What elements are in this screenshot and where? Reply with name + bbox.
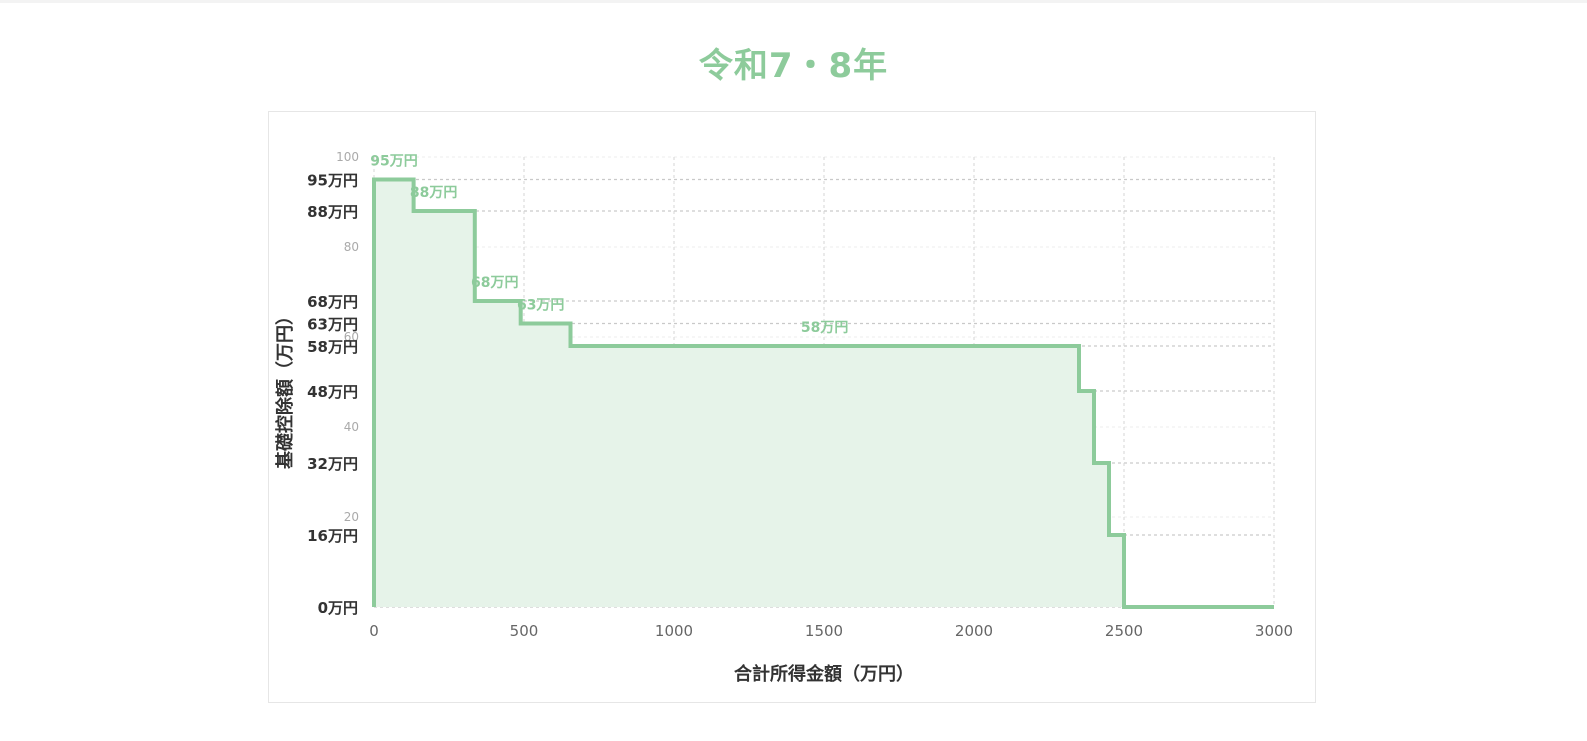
- area-fill: [374, 179, 1274, 607]
- step-line: [372, 177, 1274, 609]
- step-value-label: 95万円: [370, 154, 417, 170]
- y-level-label: 63万円: [307, 316, 358, 334]
- y-minor-tick-label: 80: [344, 240, 359, 254]
- y-level-label: 68万円: [307, 293, 358, 311]
- step-value-label: 88万円: [410, 185, 457, 201]
- y-axis-title: 基礎控除額（万円）: [274, 307, 296, 470]
- page-title: 令和7・8年: [698, 46, 889, 86]
- y-level-label: 48万円: [307, 383, 358, 401]
- y-level-label: 0万円: [318, 599, 358, 617]
- step-line-path: [372, 177, 1274, 609]
- y-level-label: 32万円: [307, 455, 358, 473]
- top-border: [0, 0, 1587, 3]
- x-tick-label: 2500: [1105, 622, 1143, 640]
- step-annotations: 95万円 88万円 68万円 63万円 58万円: [370, 154, 848, 337]
- x-tick-label: 1500: [805, 622, 843, 640]
- x-tick-label: 0: [369, 622, 379, 640]
- y-minor-tick-label: 60: [344, 330, 359, 344]
- x-axis-title: 合計所得金額（万円）: [734, 663, 914, 685]
- y-level-label: 16万円: [307, 527, 358, 545]
- x-tick-label: 3000: [1255, 622, 1293, 640]
- step-value-label: 58万円: [801, 320, 848, 336]
- y-minor-tick-label: 100: [336, 150, 359, 164]
- y-minor-tick-label: 40: [344, 420, 359, 434]
- y-level-label: 88万円: [307, 203, 358, 221]
- step-value-label: 63万円: [517, 298, 564, 314]
- x-tick-label: 500: [510, 622, 539, 640]
- y-axis-ticks: 20 40 60 80 100 95万円 88万円 68万円 63万円 58万円 48万円 32万円 1…: [307, 150, 359, 617]
- x-tick-label: 1000: [655, 622, 693, 640]
- y-level-label: 58万円: [307, 338, 358, 356]
- x-tick-label: 2000: [955, 622, 993, 640]
- step-value-label: 68万円: [471, 275, 518, 291]
- x-axis-ticks: 0 500 1000 1500 2000 2500 3000: [369, 622, 1293, 640]
- area-fill-shape: [374, 179, 1274, 607]
- y-level-label: 95万円: [307, 172, 358, 190]
- y-minor-tick-label: 20: [344, 510, 359, 524]
